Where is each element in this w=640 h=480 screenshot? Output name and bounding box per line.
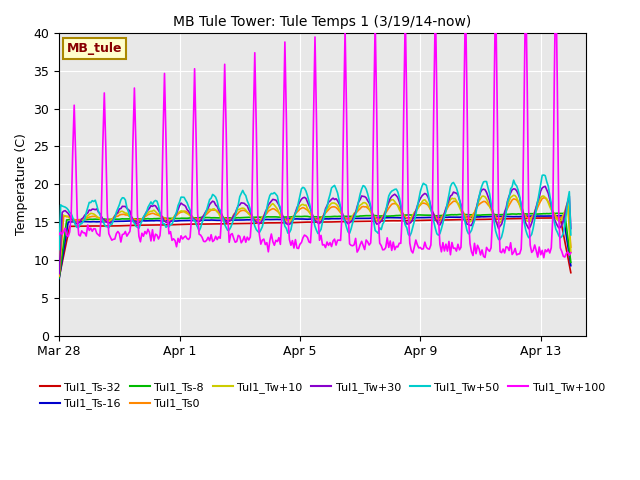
Text: MB_tule: MB_tule [67, 42, 122, 55]
Title: MB Tule Tower: Tule Temps 1 (3/19/14-now): MB Tule Tower: Tule Temps 1 (3/19/14-now… [173, 15, 472, 29]
Y-axis label: Temperature (C): Temperature (C) [15, 133, 28, 235]
Legend: Tul1_Ts-32, Tul1_Ts-16, Tul1_Ts-8, Tul1_Ts0, Tul1_Tw+10, Tul1_Tw+30, Tul1_Tw+50,: Tul1_Ts-32, Tul1_Ts-16, Tul1_Ts-8, Tul1_… [35, 377, 610, 414]
